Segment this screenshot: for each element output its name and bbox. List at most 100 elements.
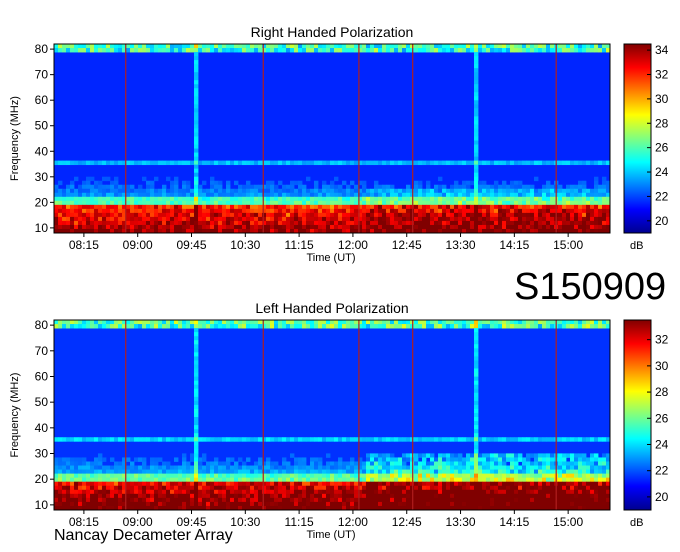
spectrogram-cell	[494, 208, 499, 214]
spectrogram-cell	[254, 469, 259, 475]
spectrogram-cell	[438, 453, 443, 458]
spectrogram-cell	[166, 497, 171, 503]
spectrogram-cell	[110, 485, 115, 491]
spectrogram-cell	[118, 228, 123, 234]
spectrogram-cell	[342, 320, 347, 325]
spectrogram-cell	[302, 48, 307, 53]
spectrogram-cell	[150, 497, 155, 503]
spectrogram-cell	[474, 156, 479, 162]
spectrogram-cell	[346, 505, 351, 511]
spectrogram-cell	[194, 60, 199, 65]
spectrogram-cell	[174, 176, 179, 182]
spectrogram-cell	[590, 469, 595, 475]
spectrogram-cell	[70, 469, 75, 475]
y-tick-label: 10	[35, 221, 49, 235]
spectrogram-cell	[534, 457, 539, 462]
spectrogram-cell	[474, 64, 479, 69]
spectrogram-cell	[122, 196, 127, 202]
spectrogram-cell	[54, 461, 59, 466]
spectrogram-cell	[570, 320, 575, 325]
spectrogram-cell	[186, 228, 191, 234]
spectrogram-cell	[574, 473, 579, 479]
spectrogram-cell	[146, 485, 151, 491]
spectrogram-cell	[210, 493, 215, 499]
spectrogram-cell	[570, 200, 575, 206]
spectrogram-cell	[398, 204, 403, 210]
spectrogram-cell	[294, 180, 299, 186]
spectrogram-cell	[434, 437, 439, 442]
spectrogram-cell	[150, 457, 155, 462]
spectrogram-cell	[474, 140, 479, 145]
spectrogram-cell	[322, 204, 327, 210]
spectrogram-cell	[474, 392, 479, 398]
spectrogram-cell	[298, 497, 303, 503]
spectrogram-cell	[206, 437, 211, 442]
spectrogram-cell	[230, 324, 235, 329]
spectrogram-cell	[474, 380, 479, 386]
spectrogram-cell	[250, 324, 255, 329]
spectrogram-cell	[434, 228, 439, 234]
spectrogram-cell	[398, 485, 403, 491]
spectrogram-cell	[234, 493, 239, 499]
spectrogram-cell	[90, 192, 95, 198]
spectrogram-cell	[122, 493, 127, 499]
spectrogram-cell	[158, 465, 163, 470]
spectrogram-cell	[86, 204, 91, 210]
spectrogram-cell	[434, 501, 439, 507]
spectrogram-cell	[226, 477, 231, 483]
spectrogram-cell	[566, 324, 571, 329]
spectrogram-cell	[466, 208, 471, 214]
spectrogram-cell	[274, 220, 279, 226]
spectrogram-cell	[474, 52, 479, 57]
spectrogram-cell	[474, 60, 479, 65]
spectrogram-cell	[86, 469, 91, 475]
spectrogram-cell	[246, 204, 251, 210]
spectrogram-cell	[114, 473, 119, 479]
spectrogram-cell	[530, 220, 535, 226]
spectrogram-cell	[250, 465, 255, 470]
spectrogram-cell	[214, 160, 219, 166]
spectrogram-cell	[450, 160, 455, 166]
spectrogram-cell	[162, 481, 167, 487]
spectrogram-cell	[598, 196, 603, 202]
spectrogram-cell	[542, 461, 547, 466]
spectrogram-cell	[594, 196, 599, 202]
spectrogram-cell	[566, 188, 571, 194]
spectrogram-cell	[198, 457, 203, 462]
spectrogram-cell	[438, 461, 443, 466]
spectrogram-cell	[166, 320, 171, 325]
spectrogram-cell	[230, 48, 235, 53]
spectrogram-cell	[330, 160, 335, 166]
spectrogram-cell	[538, 489, 543, 495]
spectrogram-cell	[434, 505, 439, 511]
spectrogram-cell	[82, 497, 87, 503]
spectrogram-cell	[230, 493, 235, 499]
spectrogram-cell	[434, 44, 439, 49]
spectrogram-cell	[250, 200, 255, 206]
spectrogram-cell	[454, 200, 459, 206]
spectrogram-cell	[606, 501, 611, 507]
spectrogram-cell	[334, 196, 339, 202]
spectrogram-cell	[378, 473, 383, 479]
spectrogram-cell	[226, 216, 231, 222]
spectrogram-cell	[86, 180, 91, 186]
spectrogram-cell	[346, 184, 351, 190]
spectrogram-cell	[286, 489, 291, 495]
spectrogram-cell	[490, 48, 495, 53]
spectrogram-cell	[218, 497, 223, 503]
spectrogram-cell	[230, 208, 235, 214]
spectrogram-cell	[486, 192, 491, 198]
spectrogram-cell	[590, 48, 595, 53]
spectrogram-cell	[386, 320, 391, 325]
spectrogram-cell	[598, 216, 603, 222]
spectrogram-cell	[602, 473, 607, 479]
spectrogram-cell	[150, 200, 155, 206]
spectrogram-cell	[102, 188, 107, 194]
spectrogram-cell	[258, 437, 263, 442]
spectrogram-cell	[238, 196, 243, 202]
spectrogram-cell	[454, 208, 459, 214]
spectrogram-cell	[262, 477, 267, 483]
spectrogram-cell	[306, 481, 311, 487]
spectrogram-cell	[114, 204, 119, 210]
spectrogram-cell	[354, 489, 359, 495]
